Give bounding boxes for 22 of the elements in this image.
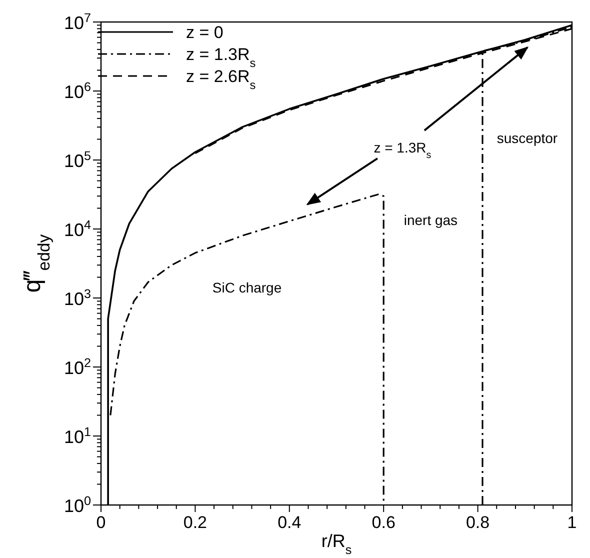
x-tick-label: 0: [96, 513, 106, 532]
x-tick-label: 0.8: [466, 513, 490, 532]
y-tick-label: 10$^{5}$: [64, 148, 91, 171]
x-tick-label: 1: [567, 513, 577, 532]
y-tick-label: 10$^{2}$: [64, 356, 91, 378]
annotation: susceptor: [496, 130, 558, 146]
y-tick-label: 10$^{1}$: [64, 424, 91, 447]
annotation: SiC charge: [212, 279, 282, 296]
x-axis-title: r/R$_{s}$: [321, 531, 352, 558]
y-tick-label: 10$^{0}$: [64, 494, 91, 516]
x-tick-label: 0.2: [183, 513, 208, 532]
legend-label: z = 0: [186, 23, 224, 42]
annotation: inert gas: [404, 212, 458, 228]
annotation: z = 1.3R$_{s}$: [374, 139, 432, 162]
y-tick-label: 10$^{3}$: [64, 286, 91, 309]
y-tick-label: 10$^{6}$: [64, 80, 91, 102]
legend-label: z = 2.6R$_{s}$: [186, 67, 256, 92]
y-tick-label: 10$^{7}$: [64, 10, 91, 33]
y-tick-label: 10$^{4}$: [64, 218, 91, 240]
x-tick-label: 0.6: [372, 513, 396, 532]
x-tick-label: 0.4: [278, 513, 302, 532]
legend-label: z = 1.3R$_{s}$: [186, 45, 256, 70]
